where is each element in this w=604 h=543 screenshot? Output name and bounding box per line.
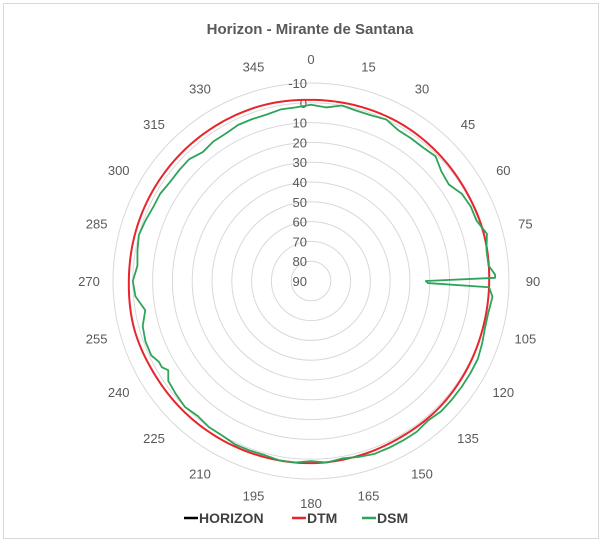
angle-label: 240	[108, 385, 130, 400]
angle-label: 300	[108, 163, 130, 178]
angle-label: 330	[189, 82, 211, 97]
angle-label: 225	[143, 431, 165, 446]
radial-tick-label: 20	[293, 135, 307, 150]
radial-tick-label: 10	[293, 116, 307, 131]
legend: HORIZON DTM DSM	[184, 510, 408, 526]
radial-tick-label: 50	[293, 195, 307, 210]
grid-ring-6	[231, 201, 391, 361]
grid-ring-5	[211, 181, 411, 381]
angle-label: 0	[307, 52, 314, 67]
angle-label: 165	[358, 488, 380, 503]
radial-tick-label: 80	[293, 254, 307, 269]
angle-label: 195	[243, 488, 265, 503]
angle-label: 30	[415, 82, 429, 97]
series-layer	[127, 98, 497, 465]
radial-tick-label: 90	[293, 274, 307, 289]
legend-label-horizon: HORIZON	[199, 510, 264, 526]
legend-label-dsm: DSM	[377, 510, 408, 526]
grid-ring-3	[171, 141, 451, 421]
grid-ring-2	[152, 122, 470, 440]
angle-label: 210	[189, 466, 211, 481]
grid-ring-4	[191, 161, 431, 401]
angle-label: 135	[457, 431, 479, 446]
radial-tick-label: 0	[300, 96, 307, 111]
angle-label: 255	[86, 332, 108, 347]
radial-tick-label: -10	[288, 76, 307, 91]
radar-chart: Horizon - Mirante de Santana 0 15 30 45 60 75…	[78, 21, 540, 526]
series-line-dsm	[131, 103, 497, 464]
radial-tick-label: 60	[293, 215, 307, 230]
radial-labels: -10 0 10 20 30 40 50 60 70 80 90	[288, 76, 307, 289]
radar-grid	[112, 82, 510, 480]
grid-ring-0	[112, 82, 510, 480]
chart-title: Horizon - Mirante de Santana	[207, 21, 414, 38]
angle-label: 105	[515, 332, 537, 347]
angle-label: 45	[461, 117, 475, 132]
angle-label: 90	[526, 274, 540, 289]
grid-ring-8	[270, 240, 352, 322]
angle-label: 150	[411, 466, 433, 481]
chart-frame: Horizon - Mirante de Santana 0 15 30 45 60 75…	[3, 3, 599, 539]
angle-label: 15	[361, 60, 375, 75]
angle-label: 285	[86, 217, 108, 232]
grid-ring-7	[251, 221, 371, 341]
angle-label: 60	[496, 163, 510, 178]
angle-label: 120	[492, 385, 514, 400]
radial-tick-label: 70	[293, 234, 307, 249]
series-line-dtm	[127, 98, 491, 465]
legend-label-dtm: DTM	[307, 510, 337, 526]
angle-label: 180	[300, 496, 322, 511]
angle-labels: 0 15 30 45 60 75 90 105 120 135 150 165 180 195 210 225…	[78, 52, 540, 511]
angle-label: 345	[243, 60, 265, 75]
angle-label: 270	[78, 274, 100, 289]
radial-tick-label: 30	[293, 155, 307, 170]
angle-label: 315	[143, 117, 165, 132]
grid-ring-9	[290, 260, 332, 302]
radial-tick-label: 40	[293, 175, 307, 190]
angle-label: 75	[518, 217, 532, 232]
